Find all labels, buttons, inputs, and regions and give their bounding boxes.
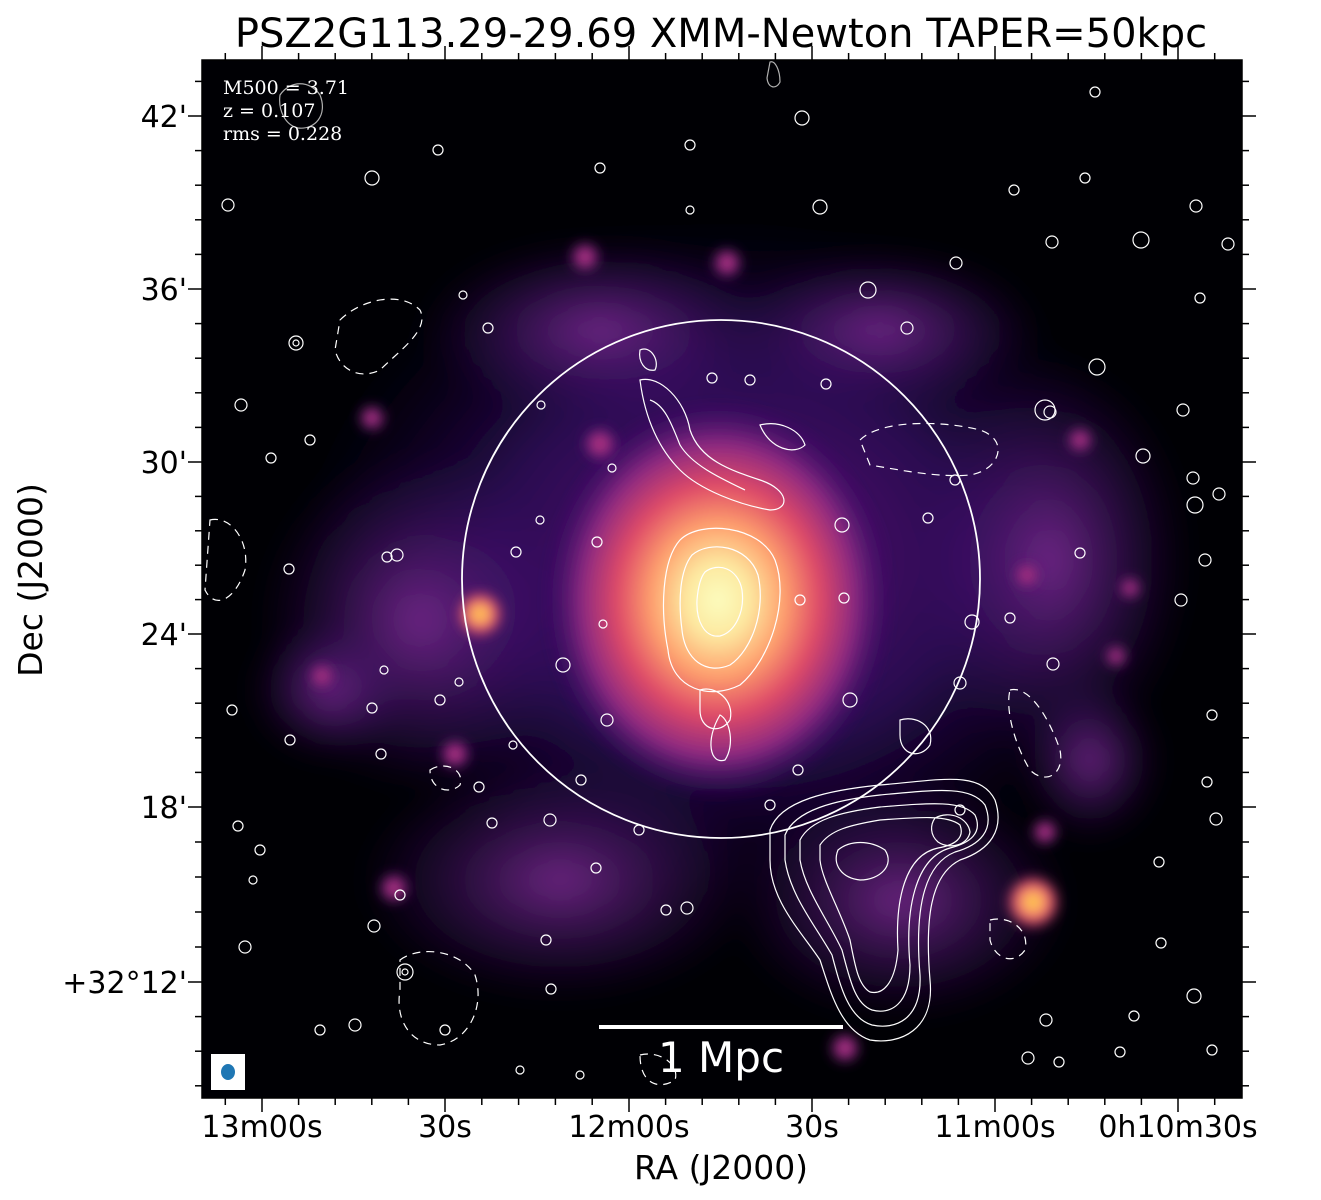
beam-ellipse [221,1064,235,1080]
plot-frame [201,59,1243,1099]
y-tick-label: 42' [141,100,187,135]
image-panel: M500 = 3.71 z = 0.107 rms = 0.228 1 Mpc [202,60,1242,1098]
x-tick-label: 11m00s [934,1110,1055,1145]
x-tick-label: 0h10m30s [1098,1110,1257,1145]
y-tick-label: 36' [141,273,187,308]
x-tick-label: 30s [785,1110,839,1145]
x-tick-label: 12m00s [568,1110,689,1145]
axis-ticks [188,46,1256,1112]
y-tick-label: 18' [141,791,187,826]
r500-circle [461,319,981,839]
noise-contours [221,86,1235,1080]
redshift-label: z = 0.107 [223,100,315,122]
x-axis-label: RA (J2000) [634,1148,808,1187]
x-tick-label: 13m00s [201,1110,322,1145]
scale-bar-label: 1 Mpc [658,1033,784,1082]
x-tick-label: 30s [418,1110,472,1145]
point-sources [308,241,1142,1064]
x-tick-labels: 13m00s 30s 12m00s 30s 11m00s 0h10m30s [201,1110,1257,1145]
y-tick-label: 24' [141,618,187,653]
plot-title: PSZ2G113.29-29.69 XMM-Newton TAPER=50kpc [235,11,1207,57]
y-tick-label: 30' [141,446,187,481]
cluster-core [543,400,893,800]
y-axis-label: Dec (J2000) [11,483,50,677]
radio-contours [204,61,1235,1086]
rms-label: rms = 0.228 [223,123,342,145]
m500-label: M500 = 3.71 [223,77,349,99]
upper-left-contours [279,61,781,129]
y-tick-labels: 42' 36' 30' 24' 18' +32°12' [62,100,187,1001]
y-tick-label: +32°12' [62,966,187,1001]
